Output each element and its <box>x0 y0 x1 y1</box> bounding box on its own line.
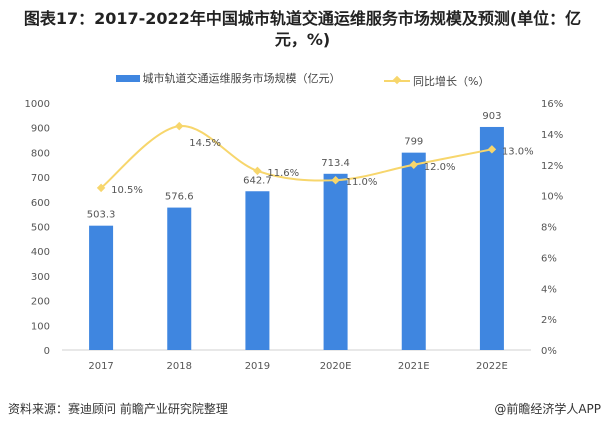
bar <box>323 173 348 350</box>
bar <box>167 207 192 350</box>
credit: @前瞻经济学人APP <box>494 402 601 416</box>
x-tick-label: 2017 <box>88 361 113 372</box>
bar <box>89 225 114 350</box>
legend-bar-label: 城市轨道交通运维服务市场规模（亿元） <box>142 72 341 85</box>
growth-point <box>331 175 340 185</box>
y-right-tick-label: 0% <box>541 346 557 357</box>
bar-data-label: 642.7 <box>243 175 272 186</box>
legend-line-label: 同比增长（%） <box>413 74 490 88</box>
growth-point <box>409 160 418 169</box>
growth-data-label: 11.6% <box>267 168 299 179</box>
y-left-tick-label: 300 <box>31 272 50 283</box>
y-left-tick-label: 1000 <box>25 99 50 110</box>
growth-point <box>96 183 106 193</box>
growth-data-label: 12.0% <box>424 162 456 173</box>
x-tick-label: 2020E <box>320 361 352 372</box>
legend-line-swatch <box>384 79 411 82</box>
y-right-tick-label: 2% <box>541 315 557 326</box>
growth-point <box>253 166 262 176</box>
bar <box>401 152 426 350</box>
source-note: 资料来源：赛迪顾问 前瞻产业研究院整理 <box>8 402 228 416</box>
y-right-tick-label: 8% <box>541 223 557 234</box>
legend: 城市轨道交通运维服务市场规模（亿元） 同比增长（%） <box>0 70 605 89</box>
y-left-tick-label: 800 <box>31 148 50 159</box>
x-tick-label: 2019 <box>245 361 270 372</box>
y-right-tick-label: 14% <box>541 130 563 141</box>
bar-data-label: 799 <box>404 137 423 148</box>
x-tick-label: 2022E <box>476 361 508 372</box>
y-right-tick-label: 12% <box>541 161 563 172</box>
y-left-tick-label: 500 <box>31 223 50 234</box>
growth-point <box>487 145 497 154</box>
chart-title: 图表17：2017-2022年中国城市轨道交通运维服务市场规模及预测(单位：亿元… <box>23 9 582 49</box>
y-left-tick-label: 0 <box>44 346 50 357</box>
bar <box>245 191 270 350</box>
bar-data-label: 713.4 <box>321 158 350 169</box>
bar <box>479 126 504 350</box>
x-tick-label: 2021E <box>398 361 430 372</box>
y-left-tick-label: 200 <box>31 297 50 308</box>
legend-bar-swatch <box>115 74 140 82</box>
bar-data-label: 903 <box>482 111 501 122</box>
y-left-tick-label: 700 <box>31 173 50 184</box>
growth-data-label: 10.5% <box>111 185 143 196</box>
growth-point <box>175 121 184 131</box>
y-left-tick-label: 600 <box>31 198 50 209</box>
y-left-tick-label: 900 <box>31 124 50 135</box>
growth-data-label: 14.5% <box>189 138 221 149</box>
bar-data-label: 576.6 <box>165 192 194 203</box>
x-tick-label: 2018 <box>167 361 192 372</box>
y-left-tick-label: 100 <box>31 321 50 332</box>
y-right-tick-label: 10% <box>541 192 563 203</box>
legend-item-line[interactable]: 同比增长（%） <box>384 73 489 89</box>
y-right-tick-label: 4% <box>541 284 557 295</box>
growth-data-label: 11.0% <box>346 177 378 188</box>
growth-data-label: 13.0% <box>502 146 534 157</box>
y-right-tick-label: 6% <box>541 253 557 264</box>
bar-data-label: 503.3 <box>87 210 116 221</box>
y-right-tick-label: 16% <box>541 99 563 110</box>
y-left-tick-label: 400 <box>31 247 50 258</box>
legend-item-bar[interactable]: 城市轨道交通运维服务市场规模（亿元） <box>115 70 341 86</box>
